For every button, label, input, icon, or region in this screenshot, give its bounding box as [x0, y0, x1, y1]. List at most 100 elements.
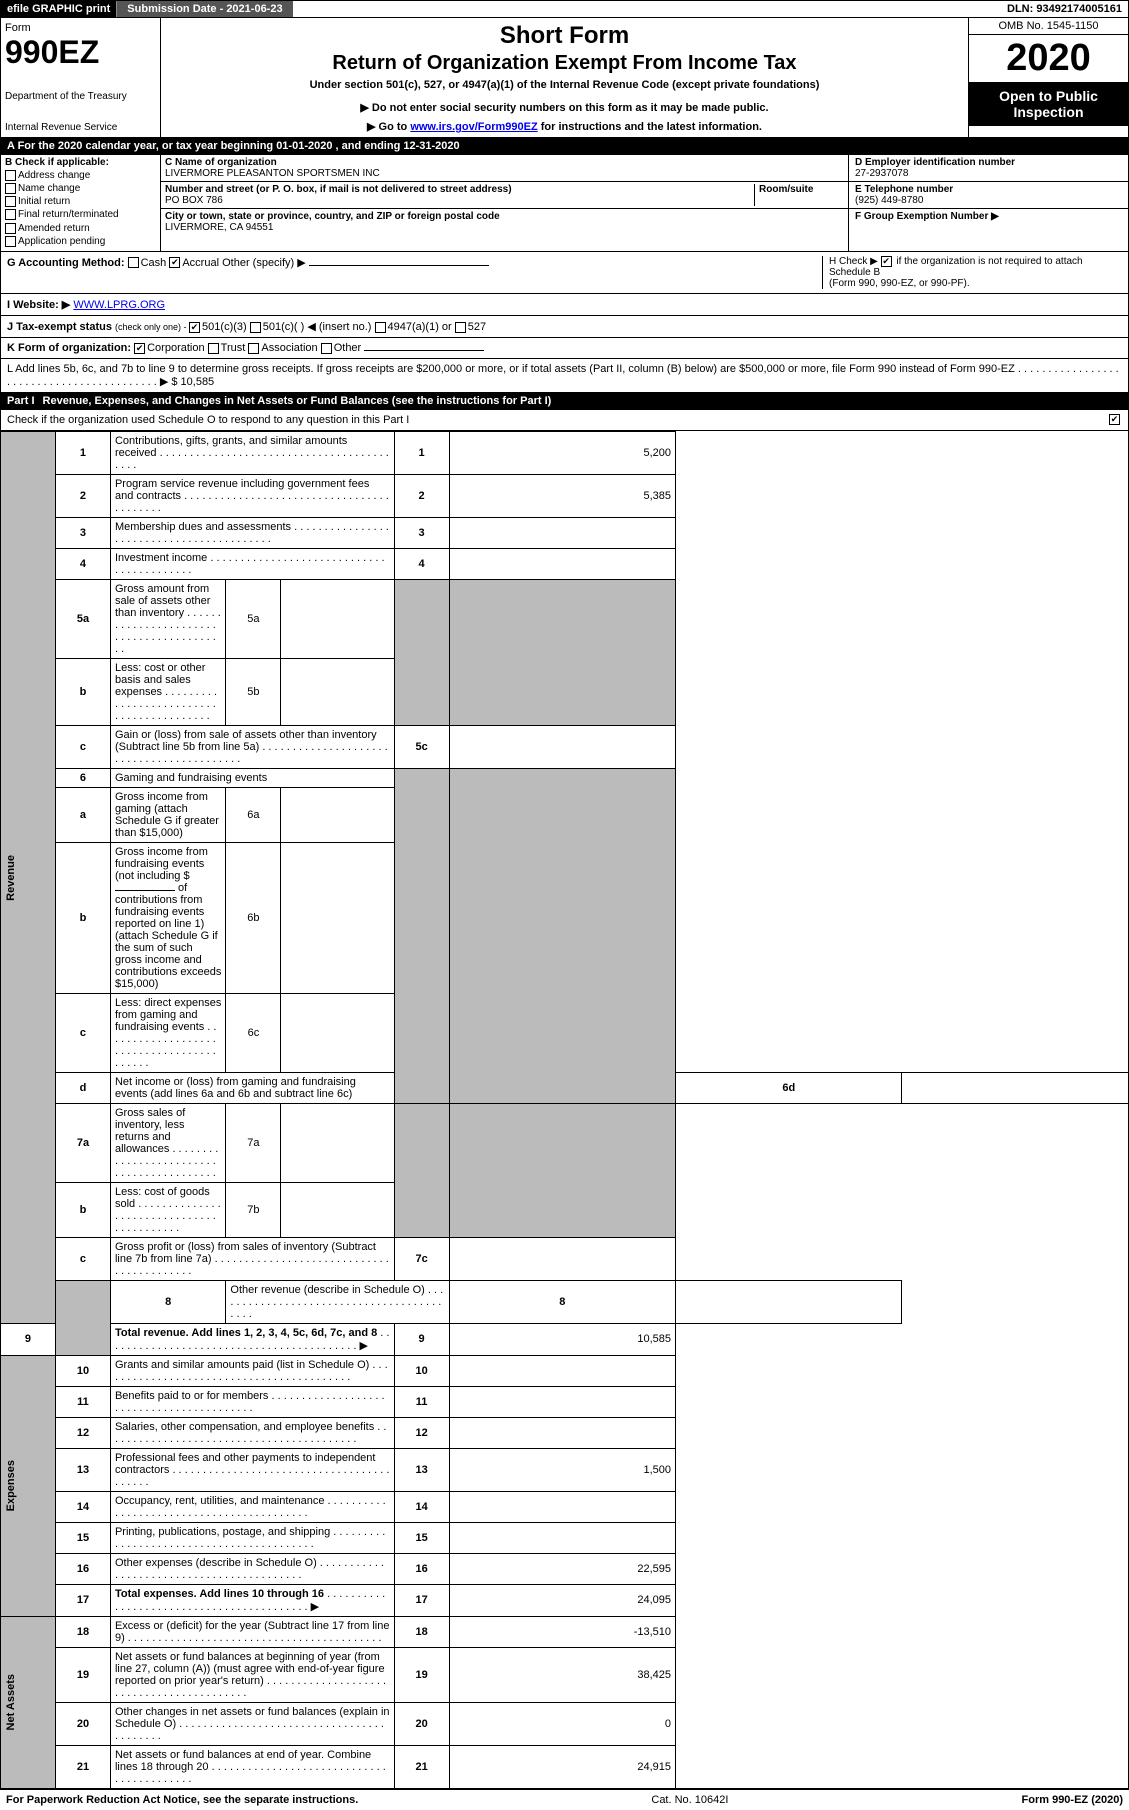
line-12-num: 12 — [55, 1417, 110, 1448]
line-4-desc: Investment income — [115, 552, 207, 564]
col-b-header: B Check if applicable: — [5, 157, 156, 168]
line-20-amt: 0 — [449, 1702, 675, 1745]
line-1-amt: 5,200 — [449, 431, 675, 474]
col-c-org-name-addr: C Name of organization LIVERMORE PLEASAN… — [161, 155, 848, 251]
line-3-idx: 3 — [394, 517, 449, 548]
line-13-amt: 1,500 — [449, 1448, 675, 1491]
line-15-idx: 15 — [394, 1522, 449, 1553]
col-b-checkboxes: B Check if applicable: Address change Na… — [1, 155, 161, 251]
line-6a-desc: Gross income from gaming (attach Schedul… — [110, 787, 225, 842]
line-7b-mini: 7b — [226, 1182, 281, 1237]
line-7c-amt — [449, 1237, 675, 1280]
line-11-desc: Benefits paid to or for members — [115, 1390, 268, 1402]
top-bar: efile GRAPHIC print Submission Date - 20… — [0, 0, 1129, 18]
line-11-idx: 11 — [394, 1386, 449, 1417]
chk-initial-return[interactable]: Initial return — [5, 196, 156, 207]
j-501c[interactable]: 501(c)( ) ◀ (insert no.) — [250, 321, 372, 333]
g-lead: G Accounting Method: — [7, 257, 125, 269]
line-1-num: 1 — [55, 431, 110, 474]
line-3-desc: Membership dues and assessments — [115, 521, 291, 533]
line-7c-idx: 7c — [394, 1237, 449, 1280]
h-checkbox[interactable] — [881, 256, 892, 267]
chk-final-return[interactable]: Final return/terminated — [5, 209, 156, 220]
row-j-tax-exempt: J Tax-exempt status (check only one) - 5… — [0, 316, 1129, 338]
chk-application-pending[interactable]: Application pending — [5, 236, 156, 247]
j-501c3[interactable]: 501(c)(3) — [189, 321, 247, 333]
city-label: City or town, state or province, country… — [165, 211, 844, 222]
line-15-num: 15 — [55, 1522, 110, 1553]
row-g-h: G Accounting Method: Cash Accrual Other … — [0, 252, 1129, 294]
line-6d-desc: Net income or (loss) from gaming and fun… — [110, 1072, 394, 1103]
line-3-amt — [449, 517, 675, 548]
line-5b-num: b — [55, 658, 110, 725]
line-7a-num: 7a — [55, 1103, 110, 1182]
efile-print-label[interactable]: efile GRAPHIC print — [1, 1, 116, 17]
org-info-block: B Check if applicable: Address change Na… — [0, 155, 1129, 252]
omb-number: OMB No. 1545-1150 — [969, 18, 1128, 35]
line-5c-num: c — [55, 725, 110, 768]
part-1-checkbox[interactable] — [1109, 414, 1120, 425]
website-link[interactable]: WWW.LPRG.ORG — [73, 299, 165, 311]
chk-address-change[interactable]: Address change — [5, 170, 156, 181]
irs-label: Internal Revenue Service — [5, 122, 156, 133]
g-cash[interactable]: Cash — [128, 257, 167, 269]
under-section: Under section 501(c), 527, or 4947(a)(1)… — [169, 79, 960, 91]
footer-center: Cat. No. 10642I — [651, 1794, 728, 1806]
line-6d-num: d — [55, 1072, 110, 1103]
j-4947[interactable]: 4947(a)(1) or — [375, 321, 452, 333]
k-association[interactable]: Association — [248, 342, 317, 354]
line-9-num: 9 — [1, 1323, 56, 1355]
line-3-num: 3 — [55, 517, 110, 548]
row-k-form-org: K Form of organization: Corporation Trus… — [0, 338, 1129, 359]
line-14-num: 14 — [55, 1491, 110, 1522]
line-7c-num: c — [55, 1237, 110, 1280]
line-14-idx: 14 — [394, 1491, 449, 1522]
return-title: Return of Organization Exempt From Incom… — [169, 52, 960, 75]
j-note: (check only one) - — [115, 322, 189, 332]
part-1-tag: Part I — [7, 395, 35, 407]
line-19-idx: 19 — [394, 1647, 449, 1702]
k-other[interactable]: Other — [321, 342, 485, 354]
chk-name-change[interactable]: Name change — [5, 183, 156, 194]
submission-date-label: Submission Date - 2021-06-23 — [116, 1, 292, 17]
irs-link[interactable]: www.irs.gov/Form990EZ — [410, 121, 537, 133]
k-trust[interactable]: Trust — [208, 342, 246, 354]
line-13-num: 13 — [55, 1448, 110, 1491]
g-accrual[interactable]: Accrual — [169, 257, 219, 269]
ein-value: 27-2937078 — [855, 168, 1122, 179]
expenses-vlabel: Expenses — [1, 1355, 56, 1616]
line-7a-minival — [281, 1103, 394, 1182]
line-2-idx: 2 — [394, 474, 449, 517]
line-17-num: 17 — [55, 1584, 110, 1616]
line-18-amt: -13,510 — [449, 1616, 675, 1647]
line-19-num: 19 — [55, 1647, 110, 1702]
k-lead: K Form of organization: — [7, 342, 131, 354]
room-label: Room/suite — [759, 184, 844, 195]
line-17-desc: Total expenses. Add lines 10 through 16 — [115, 1588, 324, 1600]
k-corporation[interactable]: Corporation — [134, 342, 204, 354]
row-i-website: I Website: ▶ WWW.LPRG.ORG — [0, 294, 1129, 316]
g-other[interactable]: Other (specify) ▶ — [222, 257, 489, 269]
form-header: Form 990EZ Department of the Treasury In… — [0, 18, 1129, 138]
line-8-desc: Other revenue (describe in Schedule O) — [230, 1284, 424, 1296]
line-12-idx: 12 — [394, 1417, 449, 1448]
line-15-amt — [449, 1522, 675, 1553]
line-1-idx: 1 — [394, 431, 449, 474]
line-9-desc: Total revenue. Add lines 1, 2, 3, 4, 5c,… — [115, 1327, 377, 1339]
goto-instructions: ▶ Go to www.irs.gov/Form990EZ for instru… — [169, 120, 960, 133]
line-6-num: 6 — [55, 768, 110, 787]
line-16-num: 16 — [55, 1553, 110, 1584]
part-1-table: Revenue 1 Contributions, gifts, grants, … — [0, 431, 1129, 1789]
line-12-amt — [449, 1417, 675, 1448]
line-8-num: 8 — [110, 1280, 225, 1323]
line-5c-idx: 5c — [394, 725, 449, 768]
line-4-idx: 4 — [394, 548, 449, 579]
j-527[interactable]: 527 — [455, 321, 486, 333]
chk-amended-return[interactable]: Amended return — [5, 223, 156, 234]
j-lead: J Tax-exempt status — [7, 321, 112, 333]
h-text1: H Check ▶ — [829, 256, 881, 267]
form-word: Form — [5, 22, 156, 34]
line-2-num: 2 — [55, 474, 110, 517]
ssn-warning: ▶ Do not enter social security numbers o… — [169, 101, 960, 114]
line-9-idx: 9 — [394, 1323, 449, 1355]
